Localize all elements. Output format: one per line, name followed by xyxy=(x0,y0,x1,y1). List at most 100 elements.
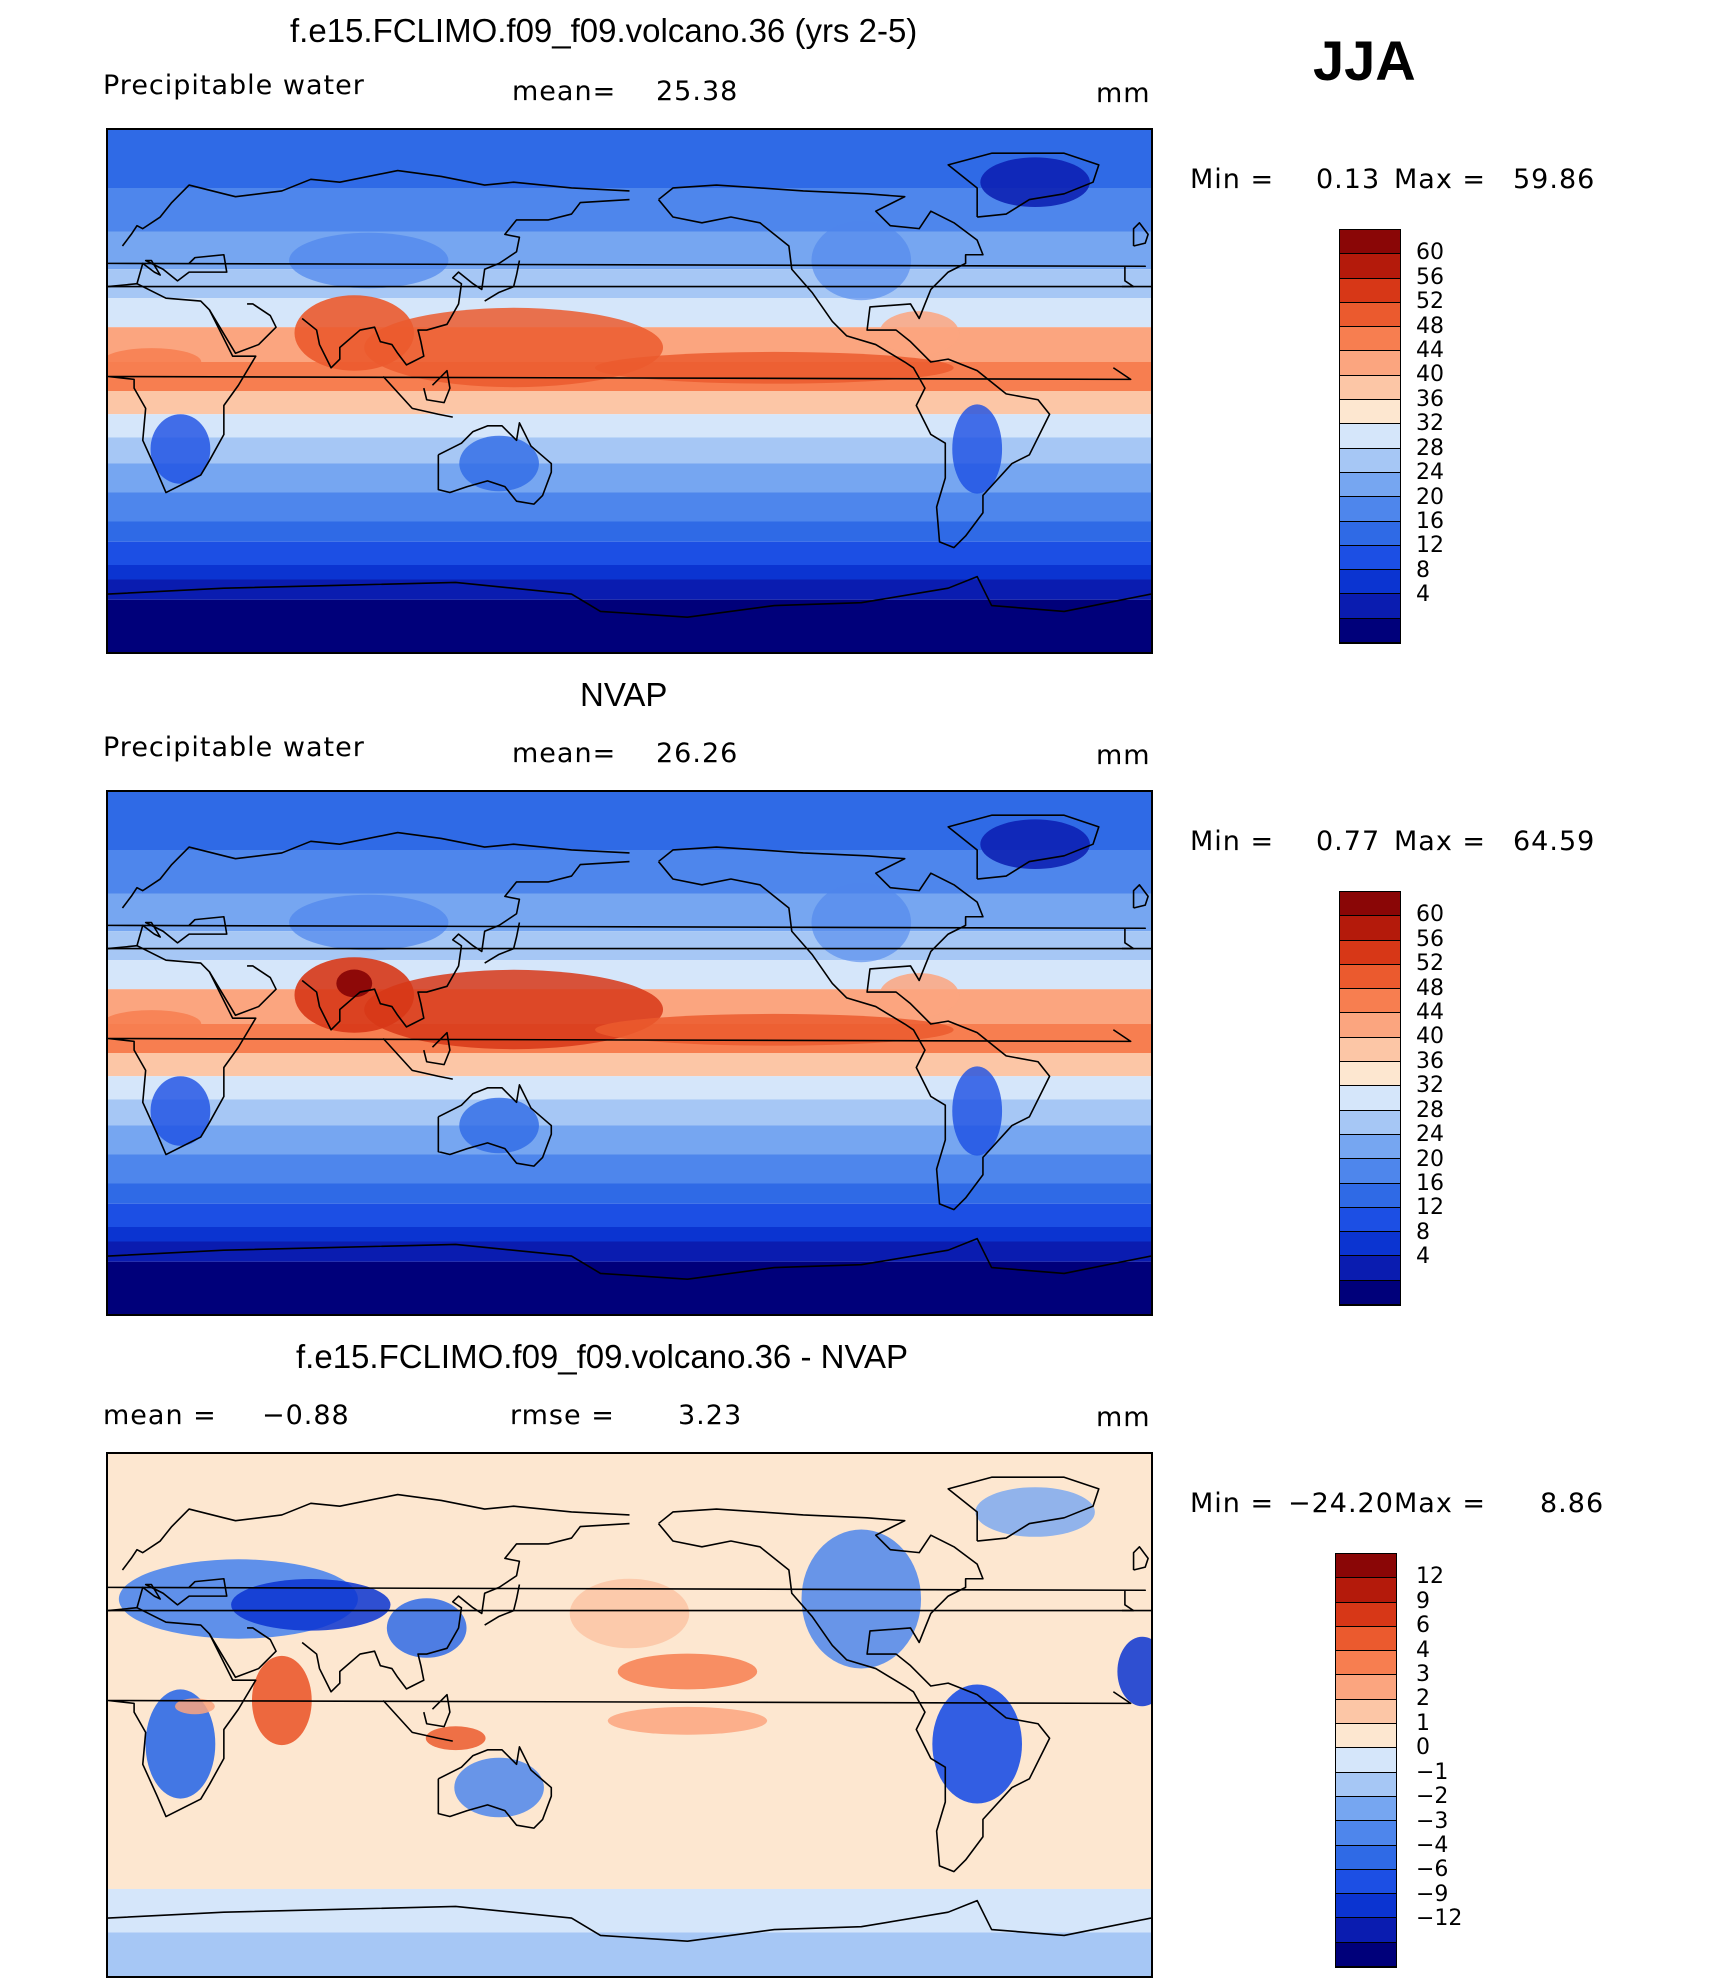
colorbar-swatch xyxy=(1340,497,1400,522)
colorbar-level-label: 32 xyxy=(1416,411,1444,437)
panel2-units: mm xyxy=(1096,740,1151,771)
colorbar-level-label: 1 xyxy=(1416,1710,1430,1736)
panel2-max-value: 64.59 xyxy=(1513,826,1596,857)
panel2-max-label: Max = xyxy=(1394,826,1487,857)
colorbar-level-label: 20 xyxy=(1416,484,1444,510)
colorbar-level-label: 48 xyxy=(1416,313,1444,339)
colorbar-swatch xyxy=(1340,521,1400,546)
colorbar-swatch xyxy=(1336,1869,1396,1895)
colorbar-swatch xyxy=(1340,1062,1400,1087)
colorbar-level-label: 56 xyxy=(1416,264,1444,290)
colorbar-swatch xyxy=(1340,278,1400,303)
panel1-max-value: 59.86 xyxy=(1513,164,1596,195)
colorbar-swatch xyxy=(1340,1207,1400,1233)
colorbar-level-label: −4 xyxy=(1416,1832,1449,1858)
colorbar-level-label: 40 xyxy=(1416,1024,1444,1050)
colorbar-swatch xyxy=(1340,375,1400,401)
colorbar-swatch xyxy=(1340,1134,1400,1160)
panel1-map xyxy=(106,128,1153,654)
colorbar-level-label: 2 xyxy=(1416,1686,1430,1712)
colorbar-level-label: 6 xyxy=(1416,1613,1430,1639)
colorbar-swatch xyxy=(1340,302,1400,328)
colorbar-swatch xyxy=(1340,1110,1400,1135)
colorbar-swatch xyxy=(1340,1256,1400,1281)
colorbar-swatch xyxy=(1340,1280,1400,1305)
panel2-mean-value: 26.26 xyxy=(656,738,739,769)
colorbar-swatch xyxy=(1340,964,1400,990)
colorbar-level-label: 12 xyxy=(1416,533,1444,559)
colorbar-level-label: 9 xyxy=(1416,1588,1430,1614)
panel3-min-label: Min = xyxy=(1190,1488,1275,1519)
colorbar-swatch xyxy=(1336,1578,1396,1603)
colorbar-swatch xyxy=(1336,1796,1396,1822)
colorbar-level-label: −2 xyxy=(1416,1784,1449,1810)
colorbar-level-label: −3 xyxy=(1416,1808,1449,1834)
colorbar-swatch xyxy=(1340,254,1400,279)
panel3-colorbar xyxy=(1335,1553,1397,1968)
colorbar-swatch xyxy=(1336,1602,1396,1627)
colorbar-level-label: 12 xyxy=(1416,1564,1444,1590)
colorbar-level-label: 40 xyxy=(1416,362,1444,388)
colorbar-swatch xyxy=(1340,989,1400,1014)
panel2-colorbar xyxy=(1339,891,1401,1306)
colorbar-swatch xyxy=(1340,570,1400,595)
colorbar-swatch xyxy=(1340,1037,1400,1063)
colorbar-level-label: 4 xyxy=(1416,1244,1430,1270)
panel1-title: f.e15.FCLIMO.f09_f09.volcano.36 (yrs 2-5… xyxy=(290,12,918,49)
panel3-mean-label: mean = xyxy=(103,1400,217,1431)
colorbar-level-label: −6 xyxy=(1416,1857,1449,1883)
panel3-units: mm xyxy=(1096,1402,1151,1433)
panel3-max-value: 8.86 xyxy=(1540,1488,1605,1519)
colorbar-swatch xyxy=(1340,1013,1400,1038)
colorbar-swatch xyxy=(1336,1675,1396,1700)
colorbar-level-label: 16 xyxy=(1416,1170,1444,1196)
panel2-min-value: 0.77 xyxy=(1316,826,1381,857)
panel1-max-label: Max = xyxy=(1394,164,1487,195)
colorbar-level-label: 48 xyxy=(1416,975,1444,1001)
colorbar-swatch xyxy=(1340,351,1400,376)
colorbar-swatch xyxy=(1336,1724,1396,1749)
colorbar-swatch xyxy=(1336,1651,1396,1676)
colorbar-level-label: 32 xyxy=(1416,1073,1444,1099)
colorbar-swatch xyxy=(1336,1626,1396,1652)
colorbar-level-label: 52 xyxy=(1416,951,1444,977)
panel2-colorbar-labels: 60 56 52 48 44 40 36 32 28 24 20 16 12 8 4 xyxy=(1416,891,1496,1306)
colorbar-swatch xyxy=(1336,1554,1396,1579)
panel1-colorbar-labels: 60 56 52 48 44 40 36 32 28 24 20 16 12 8 4 xyxy=(1416,229,1496,644)
colorbar-level-label: −12 xyxy=(1416,1906,1463,1932)
panel3-mean-value: −0.88 xyxy=(262,1400,350,1431)
colorbar-level-label: 44 xyxy=(1416,338,1444,364)
colorbar-swatch xyxy=(1340,472,1400,498)
colorbar-level-label: 36 xyxy=(1416,386,1444,412)
colorbar-swatch xyxy=(1340,545,1400,571)
colorbar-swatch xyxy=(1340,230,1400,255)
colorbar-level-label: 60 xyxy=(1416,240,1444,266)
colorbar-level-label: 8 xyxy=(1416,1219,1430,1245)
panel3-rmse-value: 3.23 xyxy=(678,1400,743,1431)
colorbar-level-label: 44 xyxy=(1416,1000,1444,1026)
panel3-rmse-label: rmse = xyxy=(510,1400,615,1431)
panel2-map xyxy=(106,790,1153,1316)
colorbar-swatch xyxy=(1340,916,1400,941)
panel2-mean-label: mean= xyxy=(512,738,617,769)
colorbar-swatch xyxy=(1340,1086,1400,1111)
panel2-variable-label: Precipitable water xyxy=(103,732,365,763)
colorbar-level-label: 16 xyxy=(1416,508,1444,534)
colorbar-swatch xyxy=(1340,1183,1400,1208)
panel1-mean-label: mean= xyxy=(512,76,617,107)
colorbar-swatch xyxy=(1336,1845,1396,1870)
colorbar-level-label: 56 xyxy=(1416,926,1444,952)
colorbar-level-label: 3 xyxy=(1416,1662,1430,1688)
panel3-title: f.e15.FCLIMO.f09_f09.volcano.36 - NVAP xyxy=(296,1338,909,1375)
panel1-min-label: Min = xyxy=(1190,164,1275,195)
colorbar-swatch xyxy=(1336,1772,1396,1797)
colorbar-swatch xyxy=(1336,1748,1396,1773)
colorbar-swatch xyxy=(1340,892,1400,917)
colorbar-level-label: 28 xyxy=(1416,435,1444,461)
colorbar-level-label: 8 xyxy=(1416,557,1430,583)
panel3-map xyxy=(106,1452,1153,1978)
colorbar-level-label: 52 xyxy=(1416,289,1444,315)
colorbar-swatch xyxy=(1340,327,1400,352)
panel3-min-value: −24.20 xyxy=(1288,1488,1394,1519)
panel2-min-label: Min = xyxy=(1190,826,1275,857)
